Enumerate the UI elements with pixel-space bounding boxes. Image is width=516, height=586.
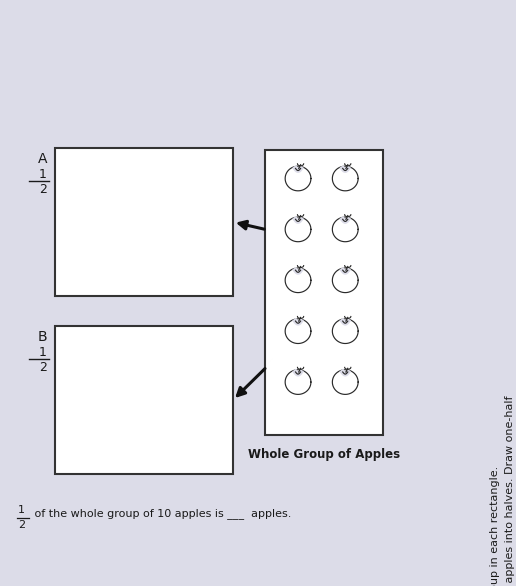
Text: 1: 1 — [39, 346, 47, 359]
Text: 1. Divide the whole group of apples into halves. Draw one-half: 1. Divide the whole group of apples into… — [505, 396, 515, 586]
Text: 2: 2 — [18, 520, 25, 530]
Text: of the whole group in each rectangle.: of the whole group in each rectangle. — [490, 465, 500, 586]
Bar — [55, 326, 233, 474]
Bar — [55, 148, 233, 296]
Text: B: B — [37, 330, 47, 344]
Text: 2: 2 — [39, 183, 47, 196]
Text: Whole Group of Apples: Whole Group of Apples — [248, 448, 400, 461]
Bar — [265, 150, 383, 435]
Text: of the whole group of 10 apples is ___  apples.: of the whole group of 10 apples is ___ a… — [31, 508, 292, 519]
Text: A: A — [38, 152, 47, 166]
Text: 1: 1 — [18, 505, 25, 515]
Text: 1: 1 — [39, 168, 47, 181]
Text: 2: 2 — [39, 361, 47, 374]
